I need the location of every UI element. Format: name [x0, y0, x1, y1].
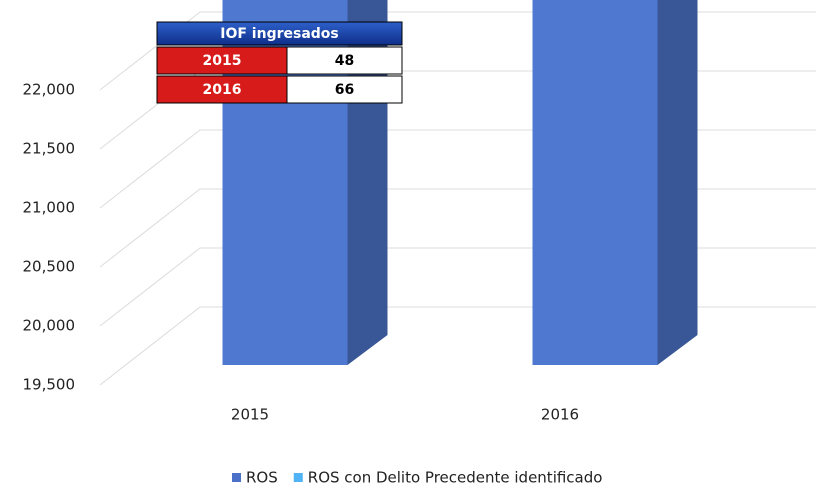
bar-segment: [532, 0, 658, 365]
table-cell: [286, 75, 403, 104]
table-text: 2015: [203, 53, 242, 69]
y-tick-label: 22,000: [23, 81, 76, 99]
table-text: 66: [335, 82, 354, 98]
table-cell: [156, 46, 288, 75]
bar-side: [657, 0, 698, 365]
grid-line: [99, 129, 816, 209]
y-tick-label: 20,000: [23, 317, 76, 335]
grid-line: [99, 247, 816, 327]
y-tick-label: 21,500: [23, 140, 76, 158]
table-cell: [286, 46, 403, 75]
grid-line: [99, 306, 816, 386]
legend-label: ROS: [246, 469, 278, 487]
y-tick-label: 21,000: [23, 199, 76, 217]
table-text: 2016: [203, 82, 242, 98]
legend-label: ROS con Delito Precedente identificado: [308, 469, 603, 487]
grid-line: [99, 188, 816, 268]
table-text: 48: [335, 53, 354, 69]
legend-swatch: [293, 473, 303, 482]
y-tick-label: 20,500: [23, 258, 76, 276]
table-header: [156, 21, 403, 46]
y-tick-label: 19,500: [23, 376, 76, 394]
table-title: IOF ingresados: [220, 26, 339, 42]
x-tick-label: 2015: [231, 406, 269, 424]
legend-swatch: [232, 473, 241, 482]
x-tick-label: 2016: [541, 406, 579, 424]
